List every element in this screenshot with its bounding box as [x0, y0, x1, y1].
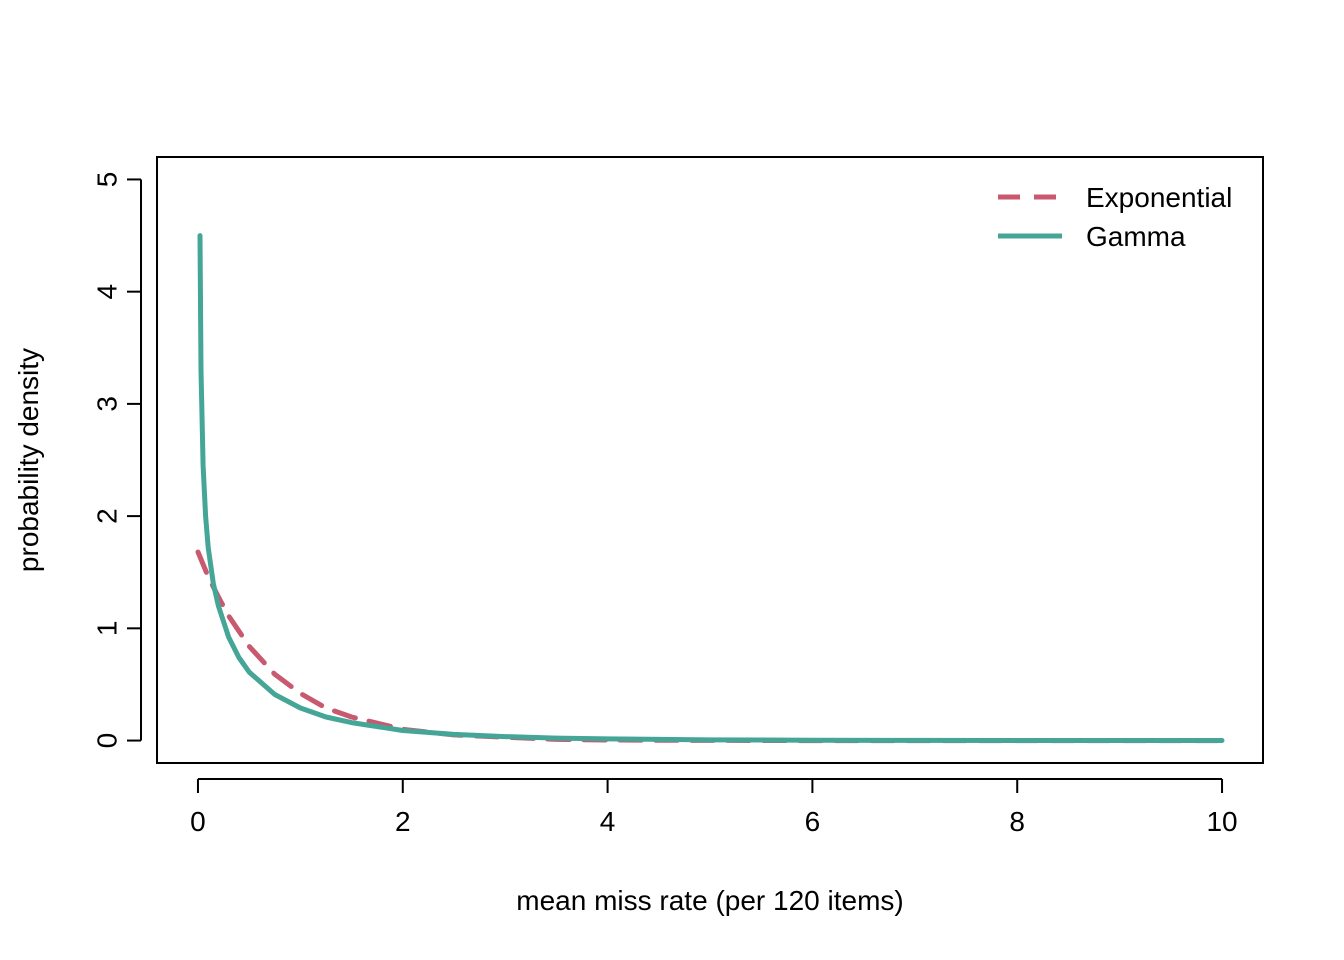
- x-tick-label: 4: [600, 806, 616, 837]
- x-axis: 0 2 4 6 8 10: [190, 778, 1238, 837]
- y-axis: 0 1 2 3 4 5: [92, 172, 142, 749]
- series-layer: [195, 233, 1225, 744]
- plot-frame: [156, 156, 1264, 764]
- y-tick-label: 4: [92, 284, 123, 300]
- x-tick-label: 2: [395, 806, 411, 837]
- legend-label-gamma: Gamma: [1086, 221, 1186, 252]
- y-tick-label: 1: [92, 621, 123, 637]
- series-line-exponential: [195, 549, 1225, 744]
- series-line-gamma: [197, 233, 1225, 743]
- y-tick-label: 5: [92, 172, 123, 188]
- x-tick-label: 6: [805, 806, 821, 837]
- y-tick-label: 0: [92, 733, 123, 749]
- x-axis-label: mean miss rate (per 120 items): [516, 885, 903, 916]
- legend: Exponential Gamma: [998, 182, 1232, 252]
- x-tick-label: 0: [190, 806, 206, 837]
- legend-label-exponential: Exponential: [1086, 182, 1232, 213]
- x-tick-label: 10: [1206, 806, 1237, 837]
- y-tick-label: 3: [92, 396, 123, 412]
- y-tick-label: 2: [92, 508, 123, 524]
- y-axis-label: probability density: [13, 348, 44, 572]
- x-tick-label: 8: [1009, 806, 1025, 837]
